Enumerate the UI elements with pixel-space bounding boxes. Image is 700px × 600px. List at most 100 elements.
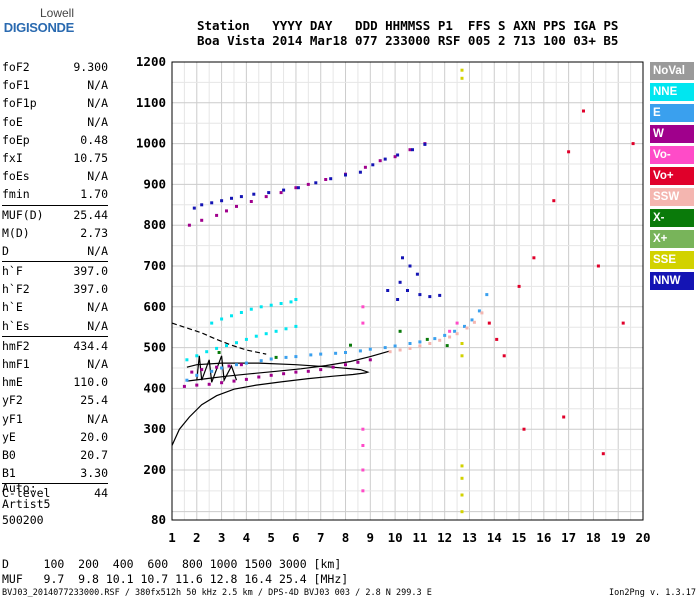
- logo-digisonde: DIGISONDE: [3, 20, 75, 35]
- data-point-w: [215, 365, 219, 369]
- data-point-vo-: [562, 415, 566, 419]
- data-point-w: [408, 148, 412, 152]
- param-row: C-level 44: [2, 484, 108, 502]
- data-point-e: [470, 318, 474, 322]
- param-name: foF1: [2, 78, 30, 93]
- param-value: 397.0: [73, 264, 108, 279]
- data-point-e: [220, 366, 224, 370]
- param-name: M(D): [2, 225, 30, 240]
- data-point-nnw: [329, 177, 333, 181]
- data-point-ssw: [418, 344, 422, 348]
- param-row: h`E N/A: [2, 298, 108, 316]
- data-point-nnw: [252, 192, 256, 196]
- x-tick-label: 9: [367, 530, 375, 545]
- data-point-w: [294, 186, 298, 190]
- data-point-ssw: [480, 311, 484, 315]
- data-point-x-: [217, 351, 221, 354]
- data-point-w: [239, 363, 243, 367]
- data-point-nne: [195, 354, 199, 358]
- data-point-e: [185, 378, 189, 382]
- data-point-nnw: [230, 196, 233, 200]
- legend-item-nnw: NNW: [650, 272, 694, 293]
- data-point-nnw: [396, 153, 400, 157]
- param-value: 20.0: [80, 429, 108, 444]
- data-point-e: [463, 324, 466, 328]
- y-tick-label: 700: [143, 258, 166, 273]
- data-point-nnw: [267, 191, 271, 195]
- y-tick-label: 200: [143, 462, 166, 477]
- param-name: fxI: [2, 150, 23, 165]
- data-point-w: [220, 381, 224, 385]
- data-point-w: [200, 218, 204, 222]
- data-point-w: [257, 375, 261, 379]
- data-point-w: [227, 364, 231, 368]
- data-point-sse: [460, 76, 464, 80]
- data-point-nne: [205, 350, 209, 354]
- data-point-nnw: [408, 264, 412, 268]
- header-line-2: Boa Vista 2014 Mar18 077 233000 RSF 005 …: [197, 33, 619, 48]
- data-point-vo-: [448, 329, 452, 333]
- data-point-e: [443, 333, 447, 337]
- tick-labels: 1 2 3 4 5 6 7 8 9 10 11 12 13 14 15 16 17 18 19 20802003004…: [136, 54, 651, 545]
- data-point-w: [363, 165, 367, 169]
- data-point-nnw: [200, 203, 204, 207]
- param-row: h`Es N/A: [2, 317, 108, 335]
- trace-line-trace-lower: [186, 350, 391, 382]
- data-point-nne: [235, 341, 238, 345]
- data-point-w: [235, 204, 238, 208]
- param-row: h`F2 397.0: [2, 280, 108, 298]
- param-name: h`F2: [2, 282, 30, 297]
- data-point-e: [235, 363, 238, 367]
- data-point-vo-: [361, 427, 365, 431]
- param-row: MUF(D) 25.44: [2, 206, 108, 224]
- param-value: N/A: [87, 78, 108, 93]
- data-point-nne: [259, 305, 263, 309]
- param-row: hmF1 N/A: [2, 355, 108, 373]
- param-row: foF1 N/A: [2, 76, 108, 94]
- data-point-nnw: [423, 142, 427, 146]
- data-point-w: [269, 373, 273, 377]
- x-tick-label: 4: [243, 530, 251, 545]
- data-point-ssw: [428, 342, 432, 345]
- data-point-vo-: [522, 427, 526, 431]
- data-point-e: [244, 361, 248, 365]
- param-row: fxI 10.75: [2, 149, 108, 167]
- data-point-nne: [215, 346, 219, 350]
- data-point-nnw: [371, 163, 375, 167]
- data-point-nne: [244, 337, 248, 341]
- data-point-ssw: [388, 350, 392, 354]
- param-value: N/A: [87, 169, 108, 184]
- data-point-nnw: [282, 188, 286, 192]
- param-value: 25.4: [80, 393, 108, 408]
- data-point-sse: [460, 476, 464, 480]
- param-row: M(D) 2.73: [2, 224, 108, 242]
- y-tick-label: 400: [143, 380, 166, 395]
- param-name: fmin: [2, 187, 30, 202]
- data-point-nne: [239, 311, 243, 314]
- param-name: hmF1: [2, 357, 30, 371]
- y-tick-label: 1200: [136, 54, 166, 69]
- data-point-w: [182, 384, 186, 388]
- data-point-vo-: [596, 264, 600, 268]
- param-value: 1.70: [80, 187, 108, 202]
- parameter-table: foF2 9.300 foF1 N/A foF1p N/A foE N/A foEp 0.48 fx…: [2, 58, 108, 503]
- data-point-sse: [460, 354, 464, 358]
- param-name: MUF(D): [2, 207, 44, 222]
- plot-frame: [171, 61, 644, 521]
- legend-item-w: W: [650, 125, 694, 146]
- param-row: foE N/A: [2, 113, 108, 131]
- data-point-e: [334, 351, 338, 355]
- data-point-nnw: [210, 201, 214, 205]
- param-value: N/A: [87, 357, 108, 371]
- param-name: h`E: [2, 300, 23, 315]
- data-point-nnw: [358, 170, 362, 174]
- data-point-nne: [220, 317, 224, 321]
- data-point-w: [282, 372, 286, 376]
- data-point-vo-: [502, 354, 506, 358]
- data-point-w: [356, 360, 360, 364]
- data-point-sse: [460, 68, 464, 72]
- x-tick-label: 20: [635, 530, 650, 545]
- param-name: C-level: [2, 486, 51, 501]
- data-point-vo-: [361, 489, 365, 493]
- data-point-ssw: [448, 335, 452, 339]
